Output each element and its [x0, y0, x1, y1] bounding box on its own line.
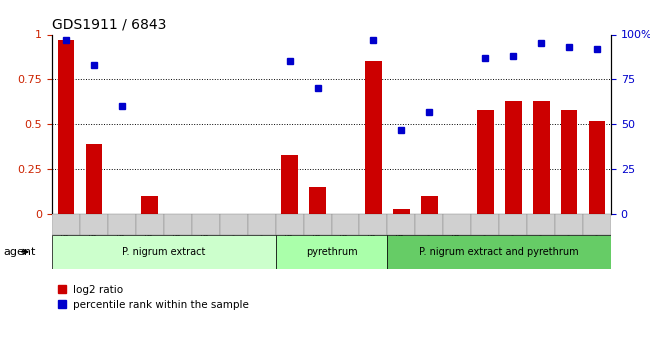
Legend: log2 ratio, percentile rank within the sample: log2 ratio, percentile rank within the s… [57, 285, 249, 310]
FancyBboxPatch shape [471, 214, 499, 235]
Text: GDS1911 / 6843: GDS1911 / 6843 [52, 18, 166, 32]
FancyBboxPatch shape [108, 214, 136, 235]
Bar [505, 101, 521, 214]
Text: P. nigrum extract and pyrethrum: P. nigrum extract and pyrethrum [419, 247, 579, 257]
Bar [86, 144, 102, 214]
FancyBboxPatch shape [387, 214, 415, 235]
Text: agent: agent [3, 247, 35, 257]
Bar [533, 101, 549, 214]
FancyBboxPatch shape [136, 214, 164, 235]
FancyBboxPatch shape [52, 235, 276, 269]
Bar [393, 208, 410, 214]
Text: P. nigrum extract: P. nigrum extract [122, 247, 205, 257]
FancyBboxPatch shape [192, 214, 220, 235]
FancyBboxPatch shape [52, 214, 80, 235]
Bar [561, 110, 577, 214]
Bar [477, 110, 493, 214]
FancyBboxPatch shape [276, 214, 304, 235]
Bar [589, 121, 605, 214]
FancyBboxPatch shape [527, 214, 555, 235]
FancyBboxPatch shape [583, 214, 611, 235]
Bar [365, 61, 382, 214]
Bar [281, 155, 298, 214]
FancyBboxPatch shape [499, 214, 527, 235]
FancyBboxPatch shape [332, 214, 359, 235]
Text: pyrethrum: pyrethrum [306, 247, 358, 257]
Bar [142, 196, 158, 214]
FancyBboxPatch shape [443, 214, 471, 235]
FancyBboxPatch shape [276, 235, 387, 269]
FancyBboxPatch shape [359, 214, 387, 235]
FancyBboxPatch shape [80, 214, 108, 235]
FancyBboxPatch shape [304, 214, 332, 235]
FancyBboxPatch shape [220, 214, 248, 235]
Bar [58, 40, 74, 214]
FancyBboxPatch shape [248, 214, 276, 235]
Bar [309, 187, 326, 214]
FancyBboxPatch shape [555, 214, 583, 235]
FancyBboxPatch shape [164, 214, 192, 235]
FancyBboxPatch shape [415, 214, 443, 235]
FancyBboxPatch shape [387, 235, 611, 269]
Bar [421, 196, 437, 214]
